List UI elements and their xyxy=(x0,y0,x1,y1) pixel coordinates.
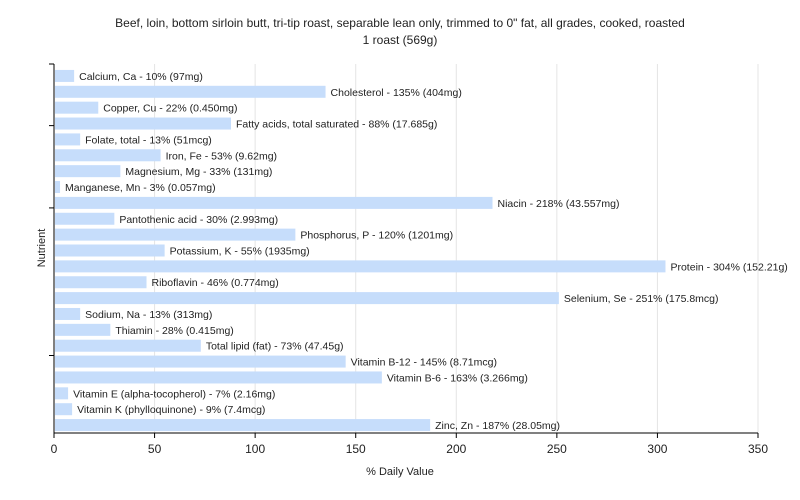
data-label: Calcium, Ca - 10% (97mg) xyxy=(79,71,203,83)
bar xyxy=(55,355,346,368)
bar xyxy=(55,260,666,273)
bar xyxy=(55,181,61,194)
bar xyxy=(55,387,69,400)
x-tick-label: 50 xyxy=(148,442,162,456)
data-label: Folate, total - 13% (51mcg) xyxy=(85,134,212,146)
data-label: Cholesterol - 135% (404mg) xyxy=(331,87,462,99)
data-label: Iron, Fe - 53% (9.62mg) xyxy=(166,150,277,162)
bar xyxy=(55,165,121,178)
bar xyxy=(55,69,75,82)
data-label: Potassium, K - 55% (1935mg) xyxy=(170,246,310,258)
x-tick-label: 0 xyxy=(51,442,58,456)
bar xyxy=(55,403,73,416)
data-label: Copper, Cu - 22% (0.450mg) xyxy=(103,103,237,115)
bar xyxy=(55,196,493,209)
data-label: Niacin - 218% (43.557mg) xyxy=(497,198,619,210)
x-axis-title: % Daily Value xyxy=(366,466,434,478)
bar xyxy=(55,323,111,336)
x-tick-label: 150 xyxy=(346,442,366,456)
data-label: Zinc, Zn - 187% (28.05mg) xyxy=(435,420,560,432)
data-label: Magnesium, Mg - 33% (131mg) xyxy=(125,166,272,178)
bar xyxy=(55,244,165,257)
data-label: Selenium, Se - 251% (175.8mcg) xyxy=(564,293,719,305)
chart-title: Beef, loin, bottom sirloin butt, tri-tip… xyxy=(115,16,685,30)
x-tick-label: 200 xyxy=(446,442,466,456)
bar xyxy=(55,292,559,305)
data-label: Thiamin - 28% (0.415mg) xyxy=(115,325,233,337)
data-label: Phosphorus, P - 120% (1201mg) xyxy=(300,230,453,242)
bar xyxy=(55,339,201,352)
data-label: Total lipid (fat) - 73% (47.45g) xyxy=(206,341,344,353)
chart-subtitle: 1 roast (569g) xyxy=(362,33,438,47)
data-label: Vitamin B-12 - 145% (8.71mcg) xyxy=(351,357,497,369)
bar xyxy=(55,212,115,225)
data-label: Vitamin B-6 - 163% (3.266mg) xyxy=(387,372,528,384)
bar xyxy=(55,133,81,146)
data-label: Protein - 304% (152.21g) xyxy=(670,261,787,273)
data-label: Pantothenic acid - 30% (2.993mg) xyxy=(119,214,278,226)
data-label: Vitamin K (phylloquinone) - 9% (7.4mcg) xyxy=(77,404,265,416)
x-tick-label: 100 xyxy=(245,442,265,456)
data-label: Manganese, Mn - 3% (0.057mg) xyxy=(65,182,216,194)
data-label: Vitamin E (alpha-tocopherol) - 7% (2.16m… xyxy=(73,388,275,400)
bar xyxy=(55,228,296,241)
data-label: Sodium, Na - 13% (313mg) xyxy=(85,309,212,321)
bar xyxy=(55,307,81,320)
bar xyxy=(55,85,326,98)
x-tick-label: 350 xyxy=(748,442,768,456)
bar xyxy=(55,276,147,289)
y-axis-title: Nutrient xyxy=(36,228,48,268)
bar xyxy=(55,101,99,114)
bar xyxy=(55,371,382,384)
bar xyxy=(55,419,431,432)
x-tick-label: 300 xyxy=(647,442,667,456)
data-label: Riboflavin - 46% (0.774mg) xyxy=(152,277,279,289)
bar xyxy=(55,149,161,162)
data-label: Fatty acids, total saturated - 88% (17.6… xyxy=(236,119,437,131)
x-tick-label: 250 xyxy=(547,442,567,456)
bar xyxy=(55,117,232,130)
